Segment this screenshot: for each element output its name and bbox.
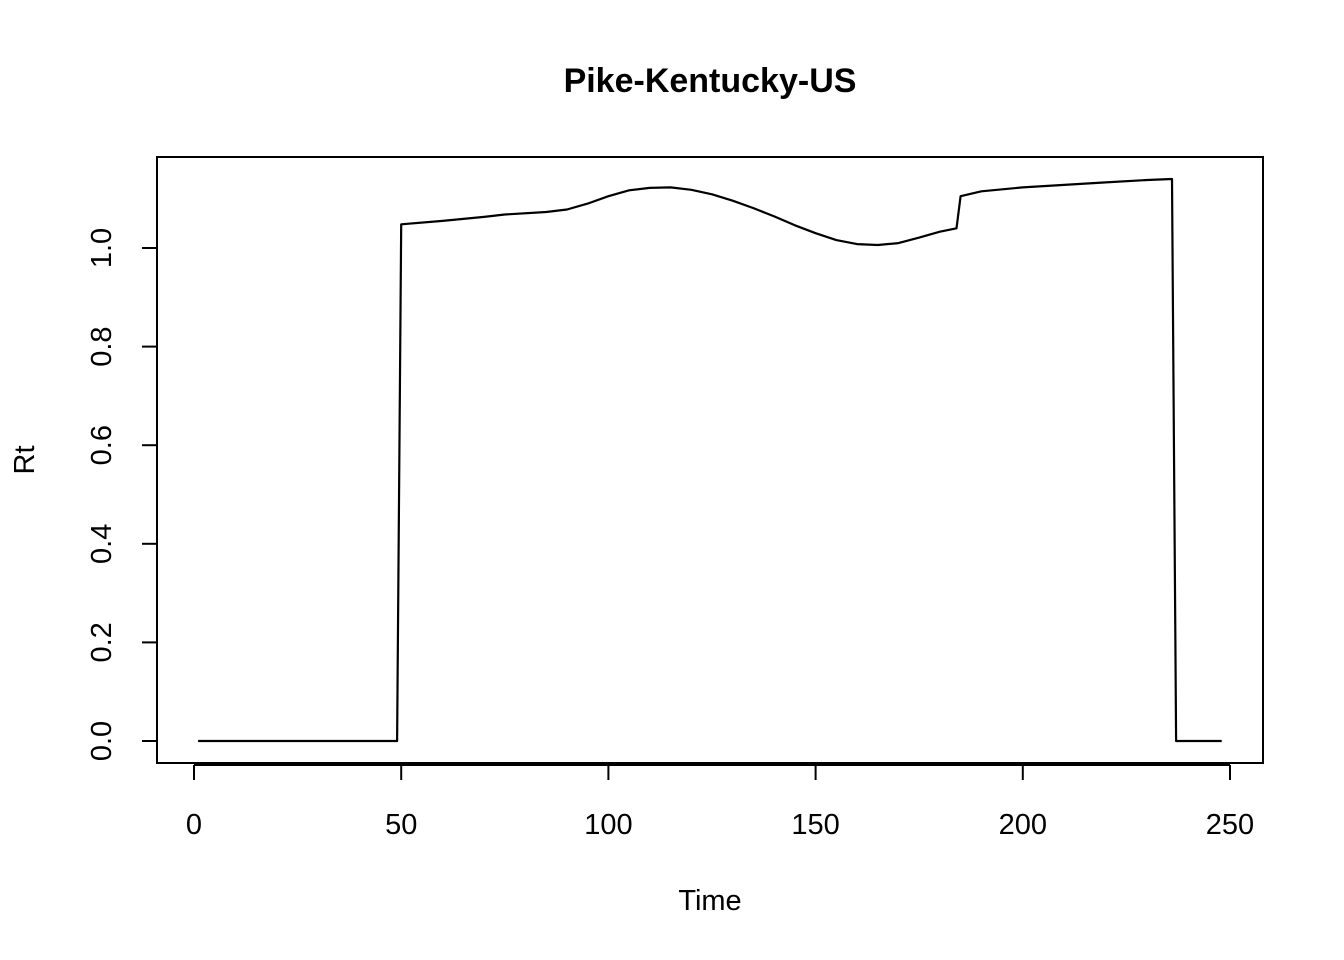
y-tick-label: 0.8 xyxy=(86,326,118,366)
rt-series-line xyxy=(198,177,1222,743)
plot-frame xyxy=(156,156,1264,764)
x-axis: 0 50 100 150 200 250 xyxy=(186,764,1254,841)
y-tick-label: 0.2 xyxy=(86,622,118,662)
x-tick-label: 250 xyxy=(1206,809,1254,841)
y-tick-label: 0.0 xyxy=(86,721,118,761)
x-tick-label: 150 xyxy=(791,809,839,841)
y-axis-label: Rt xyxy=(9,446,41,475)
x-tick-label: 200 xyxy=(999,809,1047,841)
y-tick-label: 0.4 xyxy=(86,524,118,564)
y-tick-label: 1.0 xyxy=(86,228,118,268)
chart-title: Pike-Kentucky-US xyxy=(564,62,857,100)
x-tick-label: 50 xyxy=(385,809,417,841)
x-axis-label: Time xyxy=(678,885,741,917)
y-tick-label: 0.6 xyxy=(86,425,118,465)
x-tick-label: 100 xyxy=(584,809,632,841)
x-tick-label: 0 xyxy=(186,809,202,841)
y-axis: 0.0 0.2 0.4 0.6 0.8 1.0 xyxy=(86,228,158,761)
